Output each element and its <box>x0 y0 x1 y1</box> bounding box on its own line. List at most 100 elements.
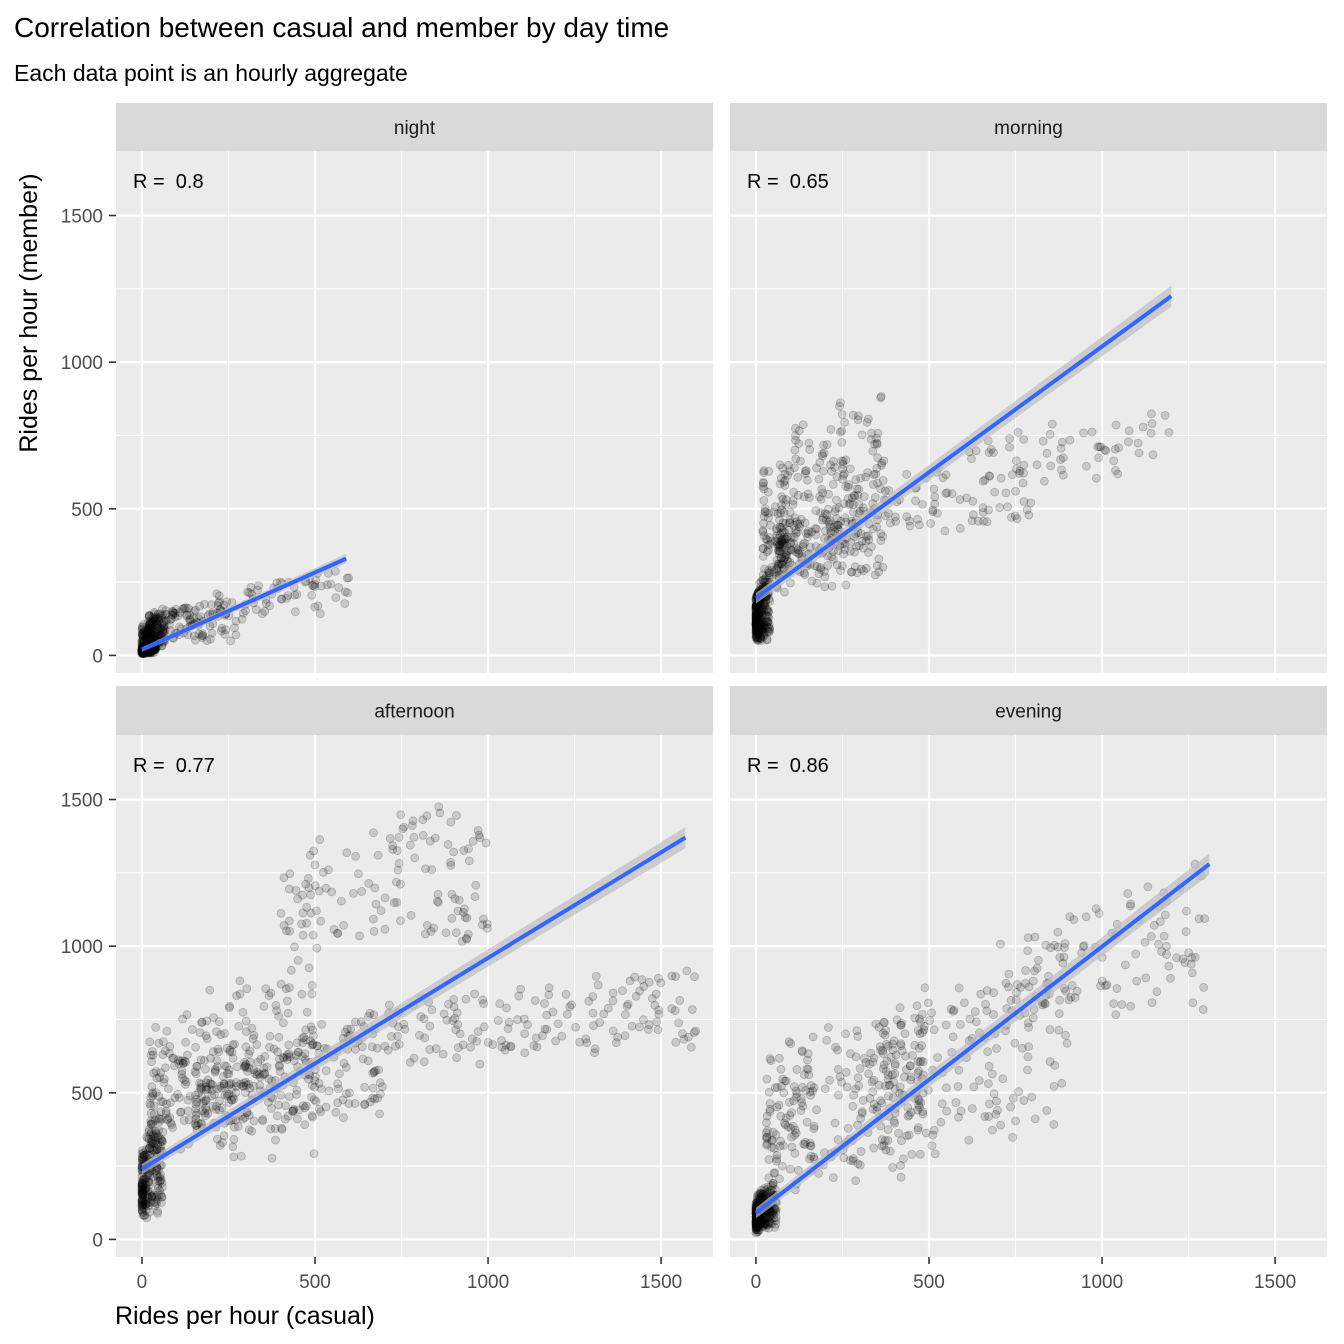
data-point <box>438 1049 448 1059</box>
data-point <box>427 1005 437 1015</box>
data-point <box>1021 966 1030 975</box>
data-point <box>140 1185 150 1195</box>
data-point <box>751 620 761 629</box>
data-point <box>820 509 830 518</box>
data-point <box>812 578 822 588</box>
y-tick-label: 500 <box>71 500 103 521</box>
data-point <box>792 517 801 527</box>
data-point <box>449 1002 459 1012</box>
data-point <box>984 1112 993 1121</box>
data-point <box>142 1197 151 1206</box>
data-point <box>137 625 147 635</box>
data-point <box>142 634 152 644</box>
data-point <box>145 629 155 639</box>
data-point <box>942 488 952 498</box>
data-point <box>146 630 156 639</box>
data-point <box>230 623 239 633</box>
data-point <box>839 549 848 559</box>
data-point <box>147 625 157 635</box>
data-point <box>146 1188 156 1198</box>
data-point <box>137 1184 147 1194</box>
data-point <box>836 398 845 408</box>
data-point <box>1042 448 1052 458</box>
data-point <box>1047 419 1057 429</box>
data-point <box>848 1101 858 1111</box>
data-point <box>827 552 836 562</box>
data-point <box>791 431 800 441</box>
data-point <box>780 538 790 548</box>
data-point <box>388 845 398 854</box>
data-point <box>144 1125 154 1134</box>
data-point <box>142 627 152 637</box>
data-point <box>772 537 782 546</box>
data-point <box>142 628 152 638</box>
data-point <box>853 415 863 425</box>
data-point <box>767 565 777 575</box>
data-point <box>859 492 869 502</box>
data-point <box>838 474 847 484</box>
data-point <box>149 628 159 638</box>
data-point <box>753 626 763 635</box>
data-point <box>154 613 164 623</box>
data-point <box>147 1145 157 1155</box>
data-point <box>158 1127 168 1137</box>
data-point <box>751 607 761 617</box>
data-point <box>751 613 761 623</box>
data-point <box>261 984 271 993</box>
data-point <box>753 620 763 630</box>
data-point <box>154 1038 164 1048</box>
data-point <box>170 1093 180 1103</box>
data-point <box>222 1069 232 1078</box>
data-point <box>752 617 762 627</box>
data-point <box>146 648 156 658</box>
data-point <box>331 593 341 602</box>
data-point <box>155 1137 165 1147</box>
data-point <box>751 623 761 632</box>
x-tick-label: 0 <box>137 1272 148 1293</box>
data-point <box>760 627 769 637</box>
data-point <box>220 1029 230 1038</box>
data-point <box>759 606 769 616</box>
data-point <box>856 529 866 538</box>
data-point <box>872 433 881 443</box>
data-point <box>153 1190 163 1200</box>
data-point <box>315 835 325 844</box>
data-point <box>933 508 942 518</box>
data-point <box>340 599 350 608</box>
data-point <box>291 1051 301 1060</box>
data-point <box>928 1130 938 1140</box>
data-point <box>219 1081 229 1091</box>
data-point <box>191 1042 201 1052</box>
data-point <box>582 1038 592 1048</box>
data-point <box>675 996 685 1005</box>
data-point <box>202 1016 212 1026</box>
data-point <box>967 1104 977 1113</box>
data-point <box>895 1003 905 1013</box>
data-point <box>380 924 390 934</box>
data-point <box>170 612 180 622</box>
data-point <box>212 1062 222 1071</box>
data-point <box>821 526 830 536</box>
data-point <box>158 1097 168 1107</box>
data-point <box>153 630 163 639</box>
data-point <box>590 1044 600 1054</box>
data-point <box>153 625 163 635</box>
data-point <box>1065 435 1075 445</box>
data-point <box>151 1088 161 1097</box>
data-point <box>146 618 156 628</box>
data-point <box>780 528 790 537</box>
data-point <box>767 562 777 572</box>
data-point <box>913 1105 922 1115</box>
data-point <box>758 632 768 641</box>
data-point <box>837 1077 846 1087</box>
data-point <box>825 1075 834 1085</box>
data-point <box>380 893 390 903</box>
data-point <box>140 1211 150 1221</box>
data-point <box>762 1118 771 1128</box>
data-point <box>891 512 900 522</box>
data-point <box>751 619 761 629</box>
data-point <box>995 503 1005 512</box>
data-point <box>751 613 761 623</box>
data-point <box>451 811 461 820</box>
data-point <box>861 531 871 541</box>
